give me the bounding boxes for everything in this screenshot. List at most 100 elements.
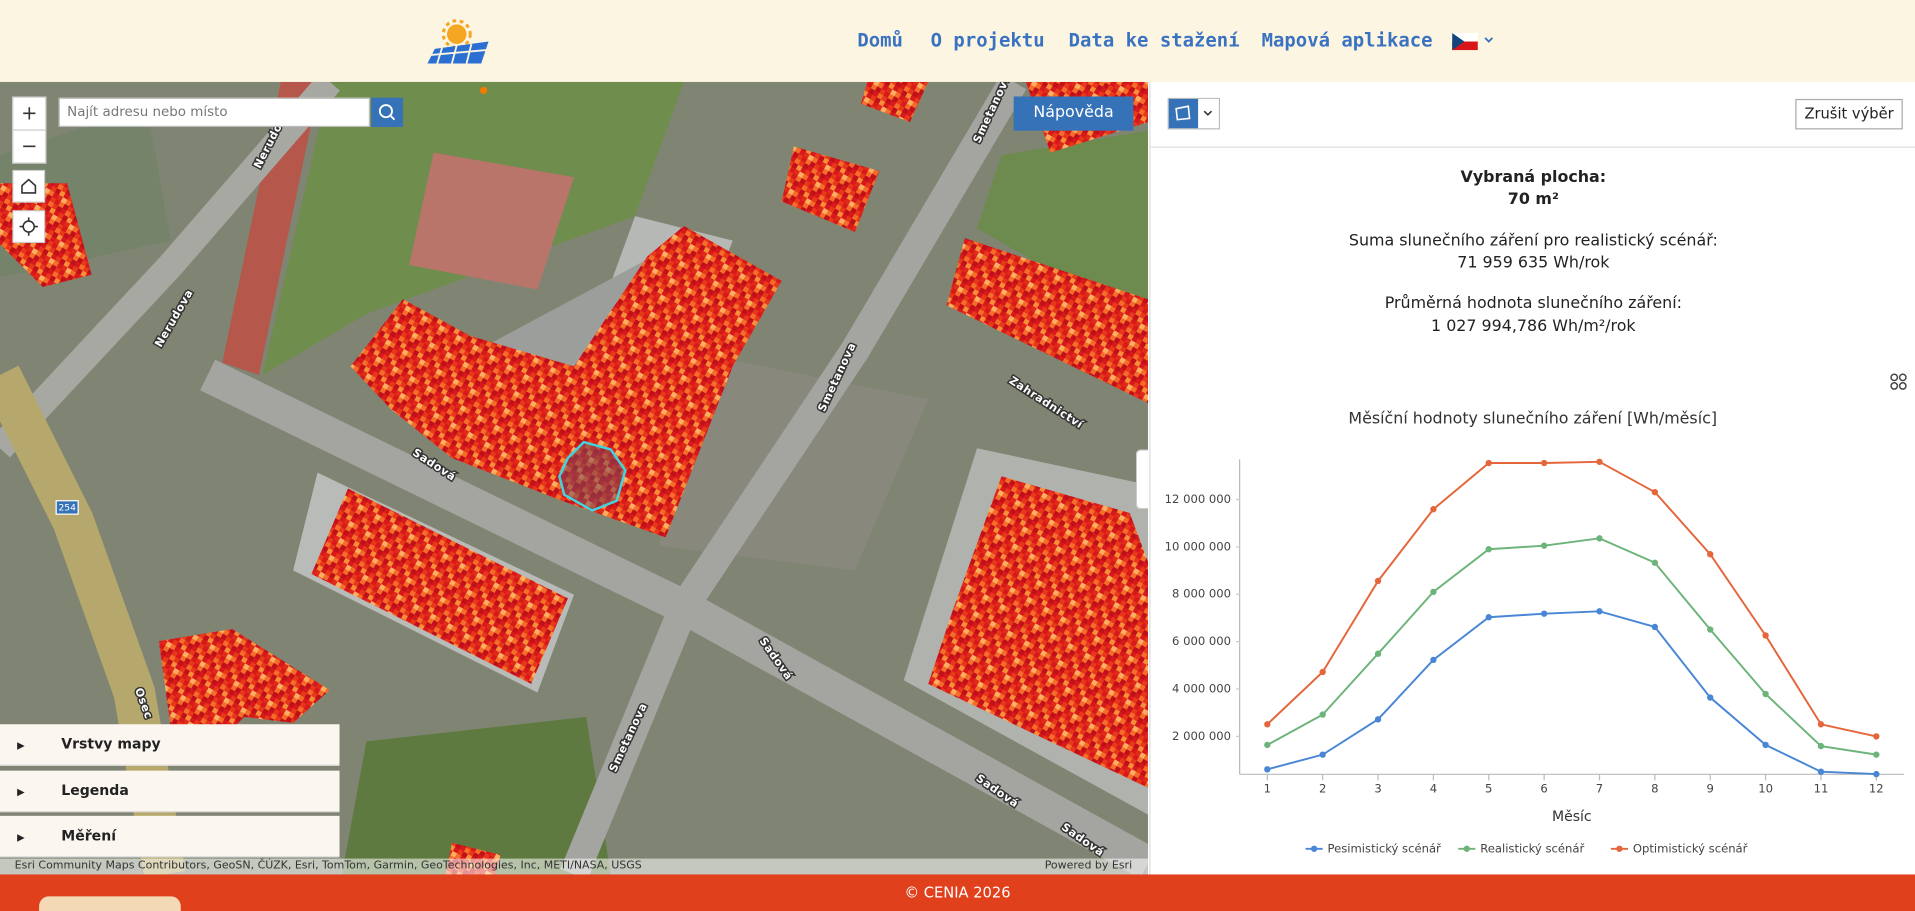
data-point <box>1264 721 1271 728</box>
data-point <box>1540 459 1548 467</box>
chart-title: Měsíční hodnoty slunečního záření [Wh/mě… <box>1348 408 1717 427</box>
zoom-in[interactable]: + <box>12 96 47 131</box>
legend-label: Realistický scénář <box>1480 841 1584 855</box>
data-point <box>1817 768 1825 775</box>
layers-panel[interactable]: ▶ Vrstvy mapy <box>0 724 340 766</box>
side-panel: Zrušit výběr Vybraná plocha: 70 m² Suma … <box>1149 81 1915 875</box>
nav-link[interactable]: Domů <box>857 29 903 52</box>
road <box>0 81 340 458</box>
x-tick-label: 12 <box>1869 781 1884 795</box>
data-point <box>1762 632 1769 639</box>
green-area <box>341 716 611 875</box>
avg-value: 1 027 994,786 Wh/m²/rok <box>1431 317 1636 336</box>
y-tick-label: 6 000 000 <box>1172 634 1231 648</box>
home-icon <box>21 178 37 194</box>
route-shield-label: 254 <box>58 504 76 514</box>
data-point <box>1540 542 1548 549</box>
powered-by: Powered by Esri <box>1044 859 1133 873</box>
y-tick-label: 10 000 000 <box>1165 539 1231 553</box>
roof-irradiance[interactable] <box>861 81 929 123</box>
avg-label: Průměrná hodnota slunečního záření: <box>1384 294 1682 313</box>
x-tick-label: 1 <box>1264 781 1271 795</box>
logo-panel-grid <box>431 43 487 64</box>
roof-irradiance[interactable] <box>311 488 568 684</box>
nav-link[interactable]: Mapová aplikace <box>1261 29 1433 52</box>
data-point <box>1596 458 1603 465</box>
data-point <box>1651 488 1659 496</box>
x-tick-label: 3 <box>1374 781 1381 795</box>
select-icon <box>1175 105 1191 121</box>
dropdown-arrow <box>1484 37 1494 43</box>
help-button[interactable]: Nápověda <box>1013 96 1134 131</box>
x-tick-label: 8 <box>1651 781 1658 795</box>
footer: © CENIA 2026 <box>0 874 1915 911</box>
flag-red <box>1452 41 1478 51</box>
roof-irradiance[interactable] <box>0 183 92 288</box>
data-point <box>1264 741 1271 749</box>
button-bg <box>12 210 46 244</box>
logo[interactable] <box>425 17 493 66</box>
data-point <box>1319 751 1326 758</box>
data-point <box>1707 626 1714 633</box>
copyright: © CENIA 2026 <box>904 884 1011 902</box>
dropdown-arrow <box>1203 110 1213 116</box>
running-track <box>222 81 320 375</box>
button-bg <box>12 169 46 203</box>
panel-title: Měření <box>61 826 117 844</box>
clear-button[interactable]: Zrušit výběr <box>1795 98 1903 130</box>
y-tick-label: 4 000 000 <box>1172 682 1231 696</box>
map[interactable]: 254 Nerudova Nerudova Smetanova Smetanov… <box>0 81 1149 875</box>
search-button[interactable] <box>371 97 404 128</box>
measure-panel[interactable]: ▶ Měření <box>0 815 340 858</box>
legend-marker <box>1616 845 1623 852</box>
data-point <box>1319 711 1326 718</box>
data-point <box>1707 694 1714 701</box>
data-point <box>1873 751 1880 758</box>
data-point <box>1873 733 1880 740</box>
green-area <box>977 130 1149 327</box>
selected-area[interactable] <box>558 440 627 512</box>
attribution-text: Esri Community Maps Contributors, GeoSN,… <box>14 859 642 873</box>
legend-marker <box>1463 845 1470 852</box>
data-point <box>1430 656 1437 664</box>
search-icon <box>389 114 396 121</box>
y-tick-label: 8 000 000 <box>1172 587 1231 601</box>
data-point <box>1596 535 1603 542</box>
area-label: Vybraná plocha: <box>1460 168 1607 187</box>
data-point <box>1540 610 1548 617</box>
nav-link[interactable]: Data ke stažení <box>1068 29 1240 52</box>
map-marker <box>479 86 488 95</box>
flag-blue <box>1452 32 1465 51</box>
data-point <box>1264 766 1271 773</box>
roof-irradiance[interactable] <box>781 146 880 233</box>
logo-rays <box>441 19 472 50</box>
search-input[interactable]: Najít adresu nebo místo <box>58 97 371 128</box>
data-point <box>1762 741 1769 749</box>
data-point <box>1485 459 1492 467</box>
panel-toggle[interactable] <box>1135 449 1149 510</box>
x-tick-label: 10 <box>1758 781 1773 795</box>
legend-panel[interactable]: ▶ Legenda <box>0 770 340 813</box>
roof-irradiance[interactable] <box>946 238 1149 404</box>
data-point <box>1873 770 1880 778</box>
chart-menu-icon <box>1890 373 1907 390</box>
chart: Měsíční hodnoty slunečního záření [Wh/mě… <box>1165 408 1905 855</box>
toolbar: Zrušit výběr <box>1150 82 1915 148</box>
home-button[interactable] <box>12 169 46 204</box>
roof-irradiance[interactable] <box>350 225 782 538</box>
footer-tab[interactable] <box>39 896 181 911</box>
roof-irradiance[interactable] <box>158 628 330 742</box>
zoom-out[interactable]: − <box>12 129 47 164</box>
data-point <box>1374 577 1382 585</box>
data-point <box>1651 623 1659 631</box>
locate-button[interactable] <box>12 210 46 244</box>
header: Domů O projektu Data ke stažení Mapová a… <box>0 0 1915 84</box>
search-icon <box>378 104 393 119</box>
chart-menu[interactable] <box>1889 372 1909 392</box>
language-switch[interactable] <box>1452 32 1498 52</box>
data-point <box>1817 721 1825 728</box>
select-tool[interactable] <box>1167 97 1221 130</box>
logo-sun <box>446 24 467 44</box>
nav-link[interactable]: O projektu <box>930 29 1045 52</box>
